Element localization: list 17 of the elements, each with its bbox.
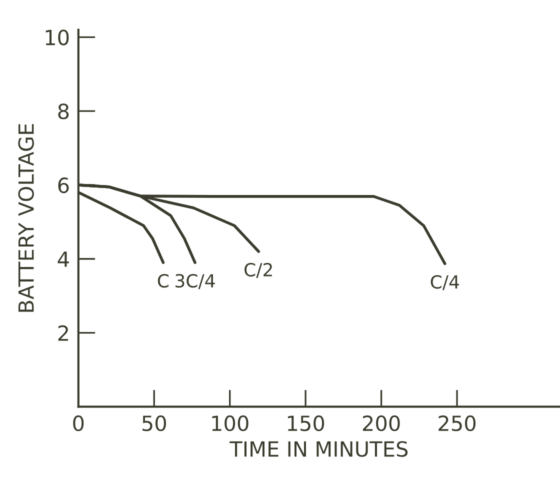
- x-tick-label: 50: [142, 415, 166, 432]
- y-tick-label: 6: [58, 177, 69, 194]
- y-tick-label: 2: [58, 325, 68, 341]
- series-label: C/2: [244, 262, 272, 278]
- x-tick-label: 0: [73, 415, 84, 432]
- x-tick-label: 250: [438, 415, 476, 432]
- x-tick-label: 200: [362, 415, 400, 432]
- x-axis-title: TIME IN MINUTES: [230, 441, 408, 457]
- y-tick-label: 4: [58, 252, 69, 267]
- y-tick-label: 10: [46, 30, 69, 46]
- series-label: 3C/4: [176, 274, 215, 290]
- x-tick-label: 100: [212, 415, 248, 432]
- y-tick-label: 8: [58, 104, 69, 120]
- series-label: C/4: [430, 275, 459, 290]
- x-tick-label: 150: [288, 415, 324, 432]
- y-axis-title: BATTERY VOLTAGE: [18, 124, 34, 312]
- series-label: C: [158, 274, 169, 288]
